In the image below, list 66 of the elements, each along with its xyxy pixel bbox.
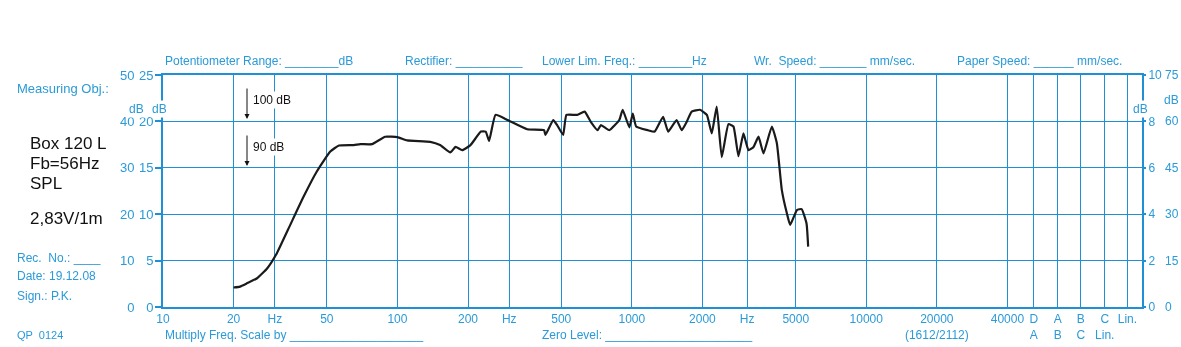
y3-tick-label: 10: [1148, 68, 1163, 83]
x-tick-label: 10: [156, 312, 170, 327]
x-tick-label: C Lin.: [1095, 312, 1115, 342]
y-tick-label: 50: [119, 67, 135, 83]
y-tick-label: 20: [119, 206, 135, 222]
text: Date: 19.12.08: [17, 269, 97, 283]
y2-axis-title: dB: [152, 102, 167, 116]
x-tick-label: 500: [551, 312, 572, 327]
x-tick-label: 5000: [782, 312, 810, 327]
x-tick-label: Hz: [501, 312, 517, 327]
text: 0: [1165, 300, 1172, 314]
text: 15: [1165, 254, 1179, 268]
y-tick-label: 30: [119, 160, 135, 176]
annotation: 90 dB: [253, 140, 285, 154]
text: Paper Speed: ______ mm/sec.: [957, 54, 1123, 68]
text: Fb=56Hz: [30, 154, 100, 173]
text: Multiply Freq. Scale by ____________________: [165, 328, 424, 342]
x-tick-label: D A: [1029, 312, 1039, 342]
x-tick-label: 20: [226, 312, 241, 327]
text: Rectifier: __________: [405, 54, 523, 68]
x-tick-label: 100: [387, 312, 408, 327]
text: Rec. No.: ____: [17, 251, 101, 265]
text: Wr. Speed: _______ mm/sec.: [754, 54, 916, 68]
x-tick-label: 1000: [618, 312, 646, 327]
text: SPL: [30, 174, 63, 193]
y3-tick-label: 0: [1148, 300, 1156, 315]
x-tick-label: 50: [320, 312, 334, 327]
y3-tick-label: 2: [1148, 253, 1156, 268]
x-tick-label: Lin.: [1117, 312, 1138, 327]
text: Zero Level: ______________________: [542, 328, 753, 342]
text: Box 120 L: [30, 134, 107, 153]
text: dB: [1164, 93, 1179, 107]
y3-tick-label: 4: [1148, 207, 1156, 222]
y2-tick-label: 10: [138, 206, 154, 222]
y3-axis-title: dB: [1133, 102, 1148, 116]
text: 60: [1165, 114, 1179, 128]
y2-tick-label: 0: [146, 299, 154, 315]
y-axis-title: dB: [129, 102, 144, 116]
x-tick-label: 20000 (1612/2112): [904, 312, 969, 342]
x-tick-label: 10000: [849, 312, 884, 327]
y-tick-label: 40: [119, 113, 135, 129]
text: Measuring Obj.:: [17, 81, 109, 96]
y2-tick-label: 20: [138, 113, 154, 129]
x-tick-label: Hz: [267, 312, 283, 327]
y2-tick-label: 25: [138, 67, 154, 83]
text: Lower Lim. Freq.: ________Hz: [542, 54, 707, 68]
y2-tick-label: 15: [138, 160, 154, 176]
text: 2,83V/1m: [30, 209, 103, 228]
text: QP 0124: [17, 329, 64, 341]
y-tick-label: 10: [119, 253, 135, 269]
x-tick-label: 200: [457, 312, 479, 327]
y3-tick-label: 8: [1148, 114, 1156, 129]
y2-tick-label: 5: [146, 253, 154, 269]
text: 30: [1165, 207, 1179, 221]
x-tick-label: 2000: [689, 312, 717, 327]
text: 45: [1165, 161, 1179, 175]
x-tick-label: 40000: [990, 312, 1025, 327]
text: Sign.: P.K.: [17, 289, 73, 303]
x-tick-label: Hz: [739, 312, 755, 327]
y3-tick-label: 6: [1148, 161, 1156, 175]
x-tick-label: A B: [1053, 312, 1062, 342]
y-tick-label: 0: [127, 299, 135, 315]
text: Potentiometer Range: ________dB: [165, 54, 354, 68]
text: 75: [1165, 68, 1179, 82]
annotation: 100 dB: [253, 93, 292, 107]
x-tick-label: B C: [1076, 312, 1086, 342]
